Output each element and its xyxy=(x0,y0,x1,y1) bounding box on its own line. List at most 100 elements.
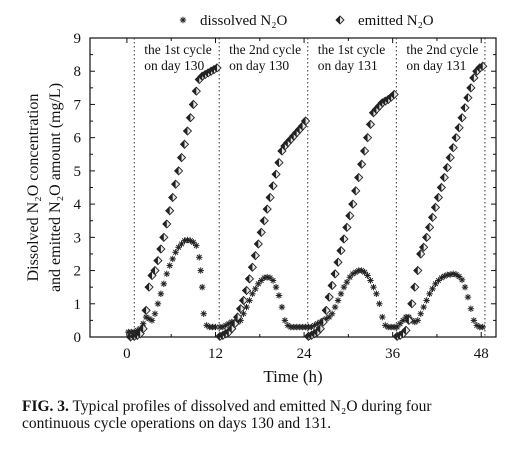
dissolved-point xyxy=(163,270,170,278)
dissolved-point xyxy=(328,310,336,317)
emitted-point xyxy=(448,142,458,153)
y-tick-label: 0 xyxy=(74,330,82,346)
emitted-point xyxy=(247,262,258,272)
emitted-point xyxy=(188,99,198,110)
y-tick-label: 2 xyxy=(74,264,82,280)
emitted-point xyxy=(404,315,414,326)
emitted-point xyxy=(466,83,476,93)
dissolved-point xyxy=(160,280,168,288)
x-tick-label: 24 xyxy=(297,346,313,362)
emitted-point xyxy=(153,255,163,266)
legend-label-dissolved: dissolved N₂O xyxy=(200,13,287,29)
emitted-point xyxy=(230,319,240,329)
emitted-point xyxy=(348,199,358,209)
emitted-point xyxy=(345,211,355,221)
dissolved-point xyxy=(364,272,371,279)
dissolved-point xyxy=(467,305,475,312)
dissolved-point xyxy=(269,277,277,284)
emitted-point xyxy=(401,325,411,335)
dissolved-point xyxy=(343,278,351,286)
emitted-point xyxy=(256,227,266,237)
emitted-point xyxy=(150,265,160,276)
emitted-point xyxy=(442,162,452,173)
emitted-point xyxy=(179,139,190,149)
emitted-point xyxy=(156,244,166,254)
dissolved-point xyxy=(334,297,342,304)
emitted-point xyxy=(362,133,373,143)
x-tick-label: 12 xyxy=(208,346,223,362)
emitted-point xyxy=(262,204,272,214)
dissolved-point xyxy=(376,300,383,307)
legend-marker-emitted xyxy=(335,15,345,25)
dissolved-point xyxy=(464,293,472,301)
emitted-point xyxy=(315,324,325,334)
dissolved-point xyxy=(379,313,386,321)
emitted-point xyxy=(463,93,473,103)
emitted-point xyxy=(339,234,349,244)
dissolved-point xyxy=(175,244,182,251)
dissolved-point xyxy=(325,313,333,321)
emitted-point xyxy=(144,282,154,292)
y-axis-label-line1: Dissolved N₂O concentration xyxy=(25,94,42,282)
dissolved-point xyxy=(337,290,345,298)
emitted-point xyxy=(165,206,175,216)
dissolved-point xyxy=(470,317,478,324)
emitted-point xyxy=(410,282,420,292)
emitted-point xyxy=(359,146,370,156)
emitted-point xyxy=(445,152,455,163)
emitted-point xyxy=(191,86,201,96)
emitted-point xyxy=(424,222,435,233)
dissolved-point xyxy=(367,277,374,284)
emitted-point xyxy=(238,295,249,306)
y-tick-label: 9 xyxy=(74,31,82,47)
emitted-point xyxy=(235,304,246,314)
dissolved-point xyxy=(196,254,203,261)
emitted-point xyxy=(407,299,417,309)
emitted-point xyxy=(469,73,479,83)
emitted-point xyxy=(357,159,367,169)
dissolved-point xyxy=(340,283,348,291)
cycle-label-line2: on day 131 xyxy=(406,58,466,73)
dissolved-point xyxy=(169,255,176,263)
y-tick-label: 6 xyxy=(74,131,82,147)
caption-text: Typical profiles of dissolved and emitte… xyxy=(22,398,432,432)
x-tick-label: 0 xyxy=(123,346,131,362)
y-axis-label-line2: and emitted N₂O amount (mg/L) xyxy=(47,83,64,292)
dissolved-point xyxy=(272,283,280,291)
dissolved-point xyxy=(414,317,421,324)
dissolved-point xyxy=(157,290,165,298)
emitted-point xyxy=(351,186,361,196)
emitted-point xyxy=(274,157,284,168)
emitted-point xyxy=(182,126,193,136)
cycle-label-line1: the 1st cycle xyxy=(144,42,211,57)
dissolved-point xyxy=(346,274,354,281)
emitted-point xyxy=(138,324,148,334)
cycle-label-line1: the 2nd cycle xyxy=(229,42,301,57)
dissolved-point xyxy=(426,290,433,298)
dissolved-point xyxy=(240,310,247,317)
emitted-point xyxy=(451,133,461,143)
emitted-point xyxy=(336,245,346,256)
emitted-point xyxy=(413,265,423,276)
plot-frame xyxy=(89,37,497,338)
emitted-point xyxy=(433,192,444,203)
cycle-label-line2: on day 131 xyxy=(318,58,378,73)
dissolved-point xyxy=(458,276,466,284)
dissolved-point xyxy=(197,267,204,274)
emitted-point xyxy=(232,312,243,322)
emitted-point xyxy=(300,116,311,126)
emitted-point xyxy=(354,172,364,183)
dissolved-point xyxy=(429,285,436,293)
dissolved-point xyxy=(417,310,424,317)
x-tick-label: 36 xyxy=(385,346,401,362)
emitted-point xyxy=(365,119,376,130)
y-tick-label: 3 xyxy=(74,230,82,246)
emitted-point xyxy=(389,89,399,100)
legend-marker-dissolved xyxy=(179,16,187,24)
cycle-label-line2: on day 130 xyxy=(229,58,289,73)
emitted-point xyxy=(265,192,275,203)
emitted-point xyxy=(342,222,352,233)
emitted-point xyxy=(162,219,172,229)
